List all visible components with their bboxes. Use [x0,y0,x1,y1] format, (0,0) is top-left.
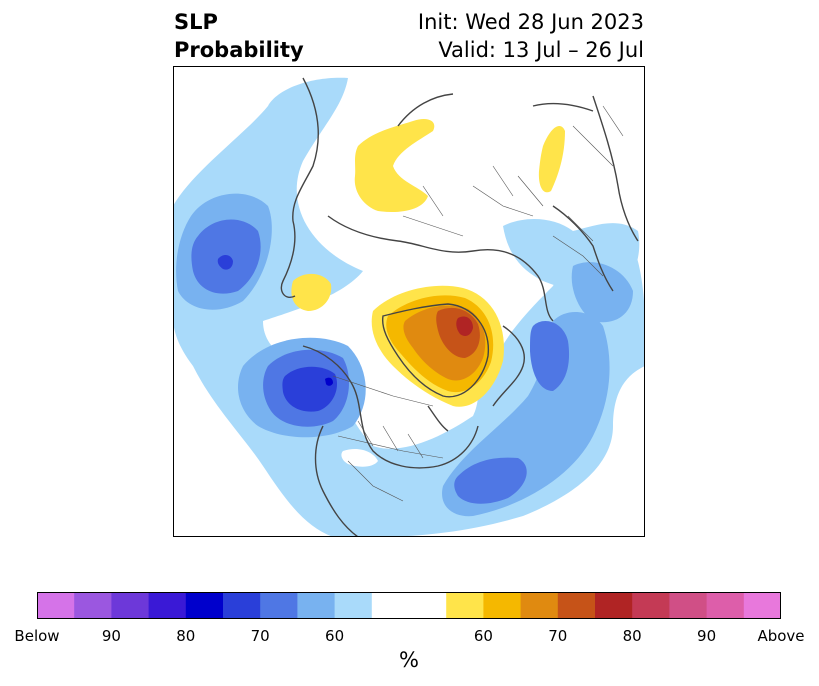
above-80-greenland [456,316,473,336]
colorbar-segment [557,592,596,619]
political-borders [332,105,624,502]
colorbar-segment [371,592,410,619]
title-type: Probability [174,38,304,62]
colorbar-tick-label: Above [757,627,805,645]
colorbar-segment [706,592,745,619]
colorbar-unit: % [399,648,419,672]
colorbar-segment [669,592,708,619]
colorbar-tick-label: 80 [622,627,642,645]
below-70-northeast-atlantic [530,321,570,391]
below-70-atlantic [454,457,527,504]
colorbar-tick-label: 80 [176,627,196,645]
colorbar-segment [297,592,336,619]
neutral-us-patch [341,449,378,467]
colorbar-segment [409,592,447,619]
title-left: SLP Probability [174,8,304,64]
init-date: Init: Wed 28 Jun 2023 [417,10,644,34]
colorbar-svg [37,592,781,619]
colorbar-tick-label: 60 [473,627,493,645]
colorbar-border [37,592,781,619]
colorbar-segment [37,592,75,619]
colorbar-segment [483,592,522,619]
above-60-alaska [291,273,332,311]
coastlines [280,77,639,537]
valid-range: Valid: 13 Jul – 26 Jul [438,38,644,62]
map-border [173,66,645,537]
colorbar-segment [74,592,112,619]
below-75-gulf-of-alaska [282,366,338,412]
colorbar-tick-label: Below [14,627,60,645]
above-60-europe-russia [538,126,565,193]
title-right: Init: Wed 28 Jun 2023 Valid: 13 Jul – 26… [418,8,644,64]
colorbar-segment [148,592,187,619]
colorbar-segment [520,592,559,619]
colorbar-tick-label: 90 [697,627,717,645]
map-panel [173,66,645,537]
below-85-gulf-of-alaska-core [325,377,333,386]
colorbar-tick-label: 70 [250,627,270,645]
map-svg [173,66,645,537]
title-variable: SLP [174,10,218,34]
colorbar-tick-label: 70 [548,627,568,645]
colorbar-segment [743,592,781,619]
colorbar-segment [446,592,484,619]
colorbar-segment [334,592,373,619]
colorbar [37,592,781,619]
colorbar-segment [595,592,633,619]
colorbar-tick-label: 60 [325,627,345,645]
colorbar-tick-label: 90 [101,627,121,645]
below-75-north-pacific [217,255,233,270]
colorbar-segment [632,592,670,619]
colorbar-segment [185,592,224,619]
colorbar-segment [111,592,150,619]
below-65-northeast-atlantic [571,262,633,323]
colorbar-segment [223,592,261,619]
colorbar-segment [260,592,298,619]
above-60-siberia [354,119,435,213]
